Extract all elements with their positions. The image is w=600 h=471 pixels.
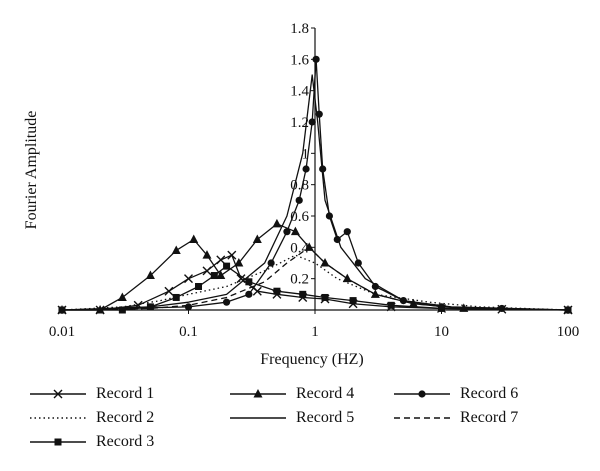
point-record-6-10 <box>315 110 323 118</box>
point-record-3-11 <box>349 297 357 305</box>
point-record-6-13 <box>333 235 341 244</box>
point-record-1-4 <box>184 274 193 284</box>
legend-item-record-1: Record 1 <box>28 384 154 404</box>
legend-swatch-record-7 <box>394 417 450 419</box>
y-tick-label-3: 0.8 <box>290 178 309 194</box>
point-record-3-5 <box>210 272 218 280</box>
point-record-3-4 <box>195 283 203 290</box>
point-record-6-16 <box>371 282 379 291</box>
legend-swatch-record-1 <box>30 389 86 399</box>
legend-item-record-4: Record 4 <box>228 384 354 404</box>
legend-item-record-3: Record 3 <box>28 432 154 452</box>
point-record-4-16 <box>408 298 418 308</box>
point-record-4-2 <box>117 292 127 301</box>
legend-swatch-record-3 <box>30 438 86 446</box>
point-record-3-6 <box>223 262 231 270</box>
point-record-4-3 <box>145 270 155 280</box>
point-record-3-8 <box>273 287 281 295</box>
x-axis-title: Frequency (HZ) <box>260 351 364 368</box>
legend-item-record-2: Record 2 <box>28 408 154 428</box>
point-record-6-7 <box>302 165 310 173</box>
x-tick-label-1: 0.1 <box>179 324 198 340</box>
legend-label-record-1: Record 1 <box>96 385 155 402</box>
series-record-7 <box>61 246 569 311</box>
point-record-1-7 <box>227 250 237 260</box>
legend-marker <box>253 389 263 398</box>
point-record-6-15 <box>354 259 362 267</box>
legend-marker <box>54 438 62 446</box>
legend: Record 1 Record 2 Record 3 Record 4 Reco… <box>28 384 588 468</box>
y-tick-label-4: 1 <box>302 146 310 162</box>
x-tick-label-3: 10 <box>434 324 449 340</box>
point-record-4-8 <box>234 258 244 267</box>
point-record-4-4 <box>171 245 181 254</box>
y-tick-label-6: 1.4 <box>290 84 309 100</box>
point-record-6-9 <box>312 55 320 63</box>
point-record-6-2 <box>222 298 231 306</box>
legend-swatch-record-4 <box>230 389 286 398</box>
point-record-1-5 <box>202 266 212 276</box>
point-record-6-5 <box>283 228 291 236</box>
y-tick-label-2: 0.6 <box>290 209 309 225</box>
series-line-record-5 <box>61 74 569 311</box>
point-record-3-3 <box>172 293 180 301</box>
legend-item-record-7: Record 7 <box>392 408 518 428</box>
series-record-5 <box>61 74 569 311</box>
point-record-4-6 <box>202 250 212 259</box>
y-tick-label-7: 1.6 <box>290 52 309 68</box>
point-record-1-8 <box>236 274 246 284</box>
point-record-4-5 <box>189 234 199 243</box>
point-record-6-4 <box>267 259 275 267</box>
series-line-record-7 <box>61 246 569 311</box>
point-record-4-11 <box>290 226 300 236</box>
x-tick-label-0: 0.01 <box>49 324 75 340</box>
y-axis-title: Fourier Amplitude <box>23 111 40 230</box>
legend-item-record-6: Record 6 <box>392 384 518 404</box>
y-tick-label-0: 0.2 <box>290 272 309 288</box>
legend-marker <box>418 390 426 398</box>
series-record-2 <box>61 254 569 311</box>
y-tick-label-1: 0.4 <box>290 240 309 256</box>
legend-label-record-3: Record 3 <box>96 433 155 450</box>
point-record-4-10 <box>272 218 282 228</box>
point-record-6-12 <box>325 212 334 220</box>
point-record-3-9 <box>299 290 307 298</box>
legend-marker <box>53 389 63 399</box>
x-tick-label-2: 1 <box>311 324 319 340</box>
x-tick-label-4: 100 <box>557 324 580 340</box>
point-record-1-6 <box>216 255 226 265</box>
point-record-4-15 <box>370 289 380 298</box>
legend-label-record-7: Record 7 <box>460 409 519 426</box>
axes-layer: 0.01 0.1 1 10 100 0.2 0.4 0.6 0.8 1 1.2 1.4 1.6 1.8 <box>49 21 579 340</box>
point-record-1-9 <box>252 286 262 296</box>
legend-swatch-record-5 <box>230 417 286 419</box>
point-record-3-10 <box>321 293 329 301</box>
legend-label-record-5: Record 5 <box>296 409 355 426</box>
point-record-6-6 <box>295 196 303 204</box>
legend-swatch-record-6 <box>394 390 450 398</box>
point-record-6-3 <box>245 290 253 298</box>
point-record-4-7 <box>216 270 226 280</box>
fourier-spectrum-chart: 0.01 0.1 1 10 100 0.2 0.4 0.6 0.8 1 1.2 1.4 1.6 1.8 F… <box>23 21 579 368</box>
point-record-6-11 <box>319 165 327 173</box>
point-record-3-7 <box>245 278 253 286</box>
point-record-6-14 <box>343 228 351 236</box>
point-record-4-9 <box>252 234 262 243</box>
legend-label-record-6: Record 6 <box>460 385 519 402</box>
legend-item-record-5: Record 5 <box>228 408 354 428</box>
legend-swatch-record-2 <box>30 417 86 419</box>
legend-label-record-4: Record 4 <box>296 385 355 402</box>
series-record-6 <box>58 55 572 314</box>
point-record-3-12 <box>387 301 395 309</box>
point-record-1-3 <box>164 286 174 296</box>
series-line-record-2 <box>61 254 569 311</box>
y-tick-label-5: 1.2 <box>290 115 309 131</box>
point-record-6-1 <box>184 303 193 311</box>
y-tick-label-8: 1.8 <box>290 21 309 37</box>
legend-label-record-2: Record 2 <box>96 409 155 426</box>
